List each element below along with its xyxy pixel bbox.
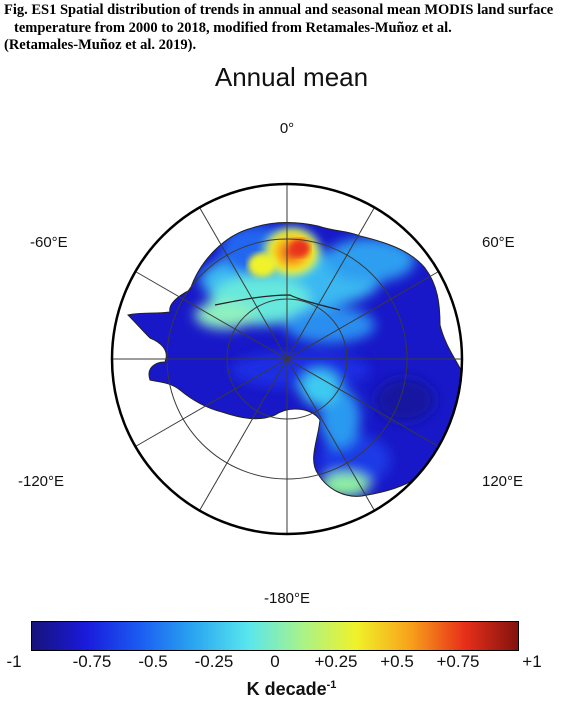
label-0: 0° [280,120,294,137]
colorbar-tick-label: 0 [270,652,280,671]
colorbar-unit-exponent: -1 [326,679,337,691]
colorbar-tick-label: -0.5 [138,652,168,671]
colorbar-label: K decade-1 [0,679,583,700]
colorbar-tick-label: -0.75 [72,652,112,671]
colorbar-tick-label: +0.75 [436,652,480,671]
colorbar-tick-label: +0.25 [314,652,358,671]
antarctica-map: 0° -60°E 60°E -120°E 120°E -180°E [18,120,523,607]
caption-line-1: Fig. ES1 Spatial distribution of trends … [4,2,554,18]
label-minus120: -120°E [18,473,64,490]
colorbar-tick-label: +1 [522,652,542,671]
colorbar-tick-label: +0.5 [380,652,414,671]
map-title: Annual mean [214,62,369,92]
label-minus180: -180°E [264,590,310,607]
caption-line-3: (Retamales-Muñoz et al. 2019). [4,37,197,53]
colorbar-tick-label: -1 [6,652,22,671]
map-boundary [110,182,464,536]
label-minus60: -60°E [30,234,68,251]
colorbar-tick-label: -0.25 [194,652,234,671]
figure-caption: Fig. ES1 Spatial distribution of trends … [4,2,580,55]
label-60: 60°E [482,234,515,251]
colorbar [31,621,519,651]
label-120: 120°E [482,473,523,490]
graticule [112,184,462,534]
caption-line-2: temperature from 2000 to 2018, modified … [14,19,452,36]
colorbar-unit: K decade [246,679,327,699]
